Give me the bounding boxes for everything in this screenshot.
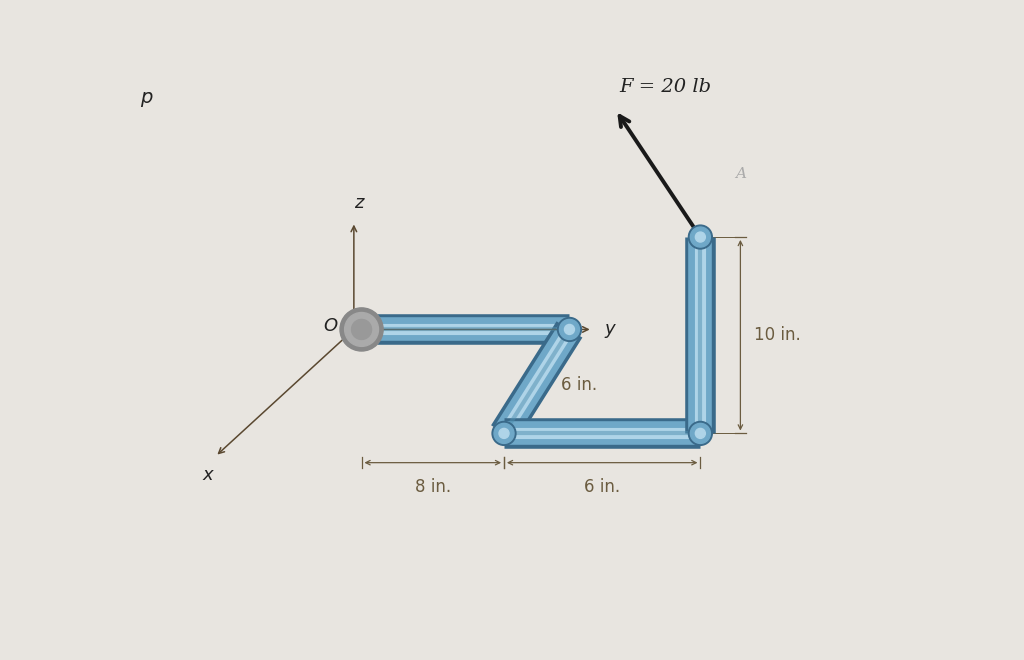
Circle shape xyxy=(493,422,516,446)
Text: 8 in.: 8 in. xyxy=(415,478,451,496)
Text: p: p xyxy=(140,88,153,108)
Circle shape xyxy=(564,325,574,335)
Circle shape xyxy=(688,422,713,446)
Circle shape xyxy=(688,225,713,249)
Text: y: y xyxy=(604,321,614,339)
Circle shape xyxy=(559,319,580,339)
Circle shape xyxy=(695,428,706,438)
Circle shape xyxy=(494,424,514,444)
Circle shape xyxy=(345,313,379,346)
Text: 6 in.: 6 in. xyxy=(561,376,597,394)
Text: A: A xyxy=(735,167,745,181)
Text: O: O xyxy=(323,317,337,335)
Text: x: x xyxy=(203,466,213,484)
Text: 10 in.: 10 in. xyxy=(755,326,801,345)
Circle shape xyxy=(499,428,509,438)
Circle shape xyxy=(695,232,706,242)
Text: F = 20 lb: F = 20 lb xyxy=(620,78,712,96)
Circle shape xyxy=(340,308,383,351)
Text: z: z xyxy=(354,195,364,213)
Circle shape xyxy=(557,317,582,341)
Circle shape xyxy=(690,227,711,247)
Text: 6 in.: 6 in. xyxy=(584,478,621,496)
Circle shape xyxy=(690,424,711,444)
Circle shape xyxy=(351,319,372,339)
